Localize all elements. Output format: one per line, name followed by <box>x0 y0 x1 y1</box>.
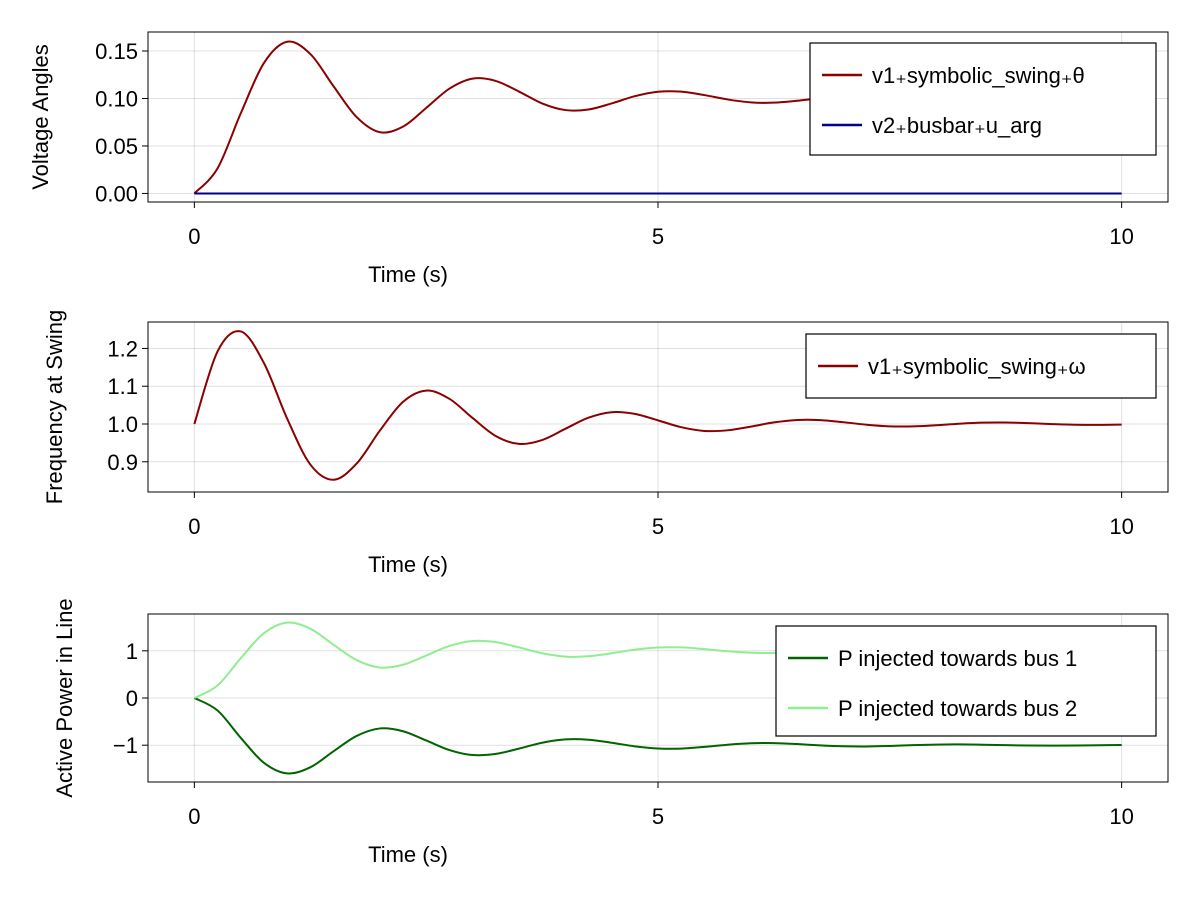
x-axis-label: Time (s) <box>368 552 448 577</box>
x-tick-label: 5 <box>652 804 664 829</box>
x-tick-label: 5 <box>652 224 664 249</box>
legend-label: P injected towards bus 1 <box>838 646 1077 671</box>
y-tick-label: 0.10 <box>95 86 138 111</box>
x-axis-label: Time (s) <box>368 262 448 287</box>
y-tick-label: 1.1 <box>107 374 138 399</box>
y-axis-label: Active Power in Line <box>52 598 77 797</box>
x-tick-label: 0 <box>188 804 200 829</box>
y-tick-label: 0.00 <box>95 181 138 206</box>
y-tick-label: 0.05 <box>95 134 138 159</box>
series-line-1 <box>193 697 1122 775</box>
chart-panel-1: 0 5 10 0.00 0.05 0.10 0.15 Time (s) Voltage Angl… <box>28 31 1169 287</box>
y-tick-label: 1 <box>126 639 138 664</box>
legend-label: P injected towards bus 2 <box>838 696 1077 721</box>
legend: v1₊symbolic_swing₊ω <box>805 333 1157 399</box>
y-tick-label: 1.0 <box>107 412 138 437</box>
chart-panel-3: 0 5 10 −1 0 1 Time (s) Active Power in Line P in… <box>52 598 1169 867</box>
chart-panel-2: 0 5 10 0.9 1.0 1.1 1.2 Time (s) Frequency at Swi… <box>42 310 1169 577</box>
x-tick-label: 10 <box>1109 514 1133 539</box>
y-tick-label: −1 <box>113 733 138 758</box>
legend-box <box>809 42 1157 156</box>
x-axis-label: Time (s) <box>368 842 448 867</box>
y-tick-label: 0 <box>126 686 138 711</box>
series-line-1 <box>193 330 1122 481</box>
x-tick-label: 0 <box>188 224 200 249</box>
x-tick-label: 5 <box>652 514 664 539</box>
legend-label: v1₊symbolic_swing₊θ <box>872 63 1085 88</box>
y-tick-label: 0.15 <box>95 39 138 64</box>
legend-label: v2₊busbar₊u_arg <box>872 113 1042 138</box>
y-tick-label: 1.2 <box>107 336 138 361</box>
legend-box <box>775 625 1157 737</box>
y-tick-label: 0.9 <box>107 450 138 475</box>
x-tick-label: 0 <box>188 514 200 539</box>
x-tick-label: 10 <box>1109 804 1133 829</box>
x-tick-label: 10 <box>1109 224 1133 249</box>
y-axis-label: Frequency at Swing <box>42 310 67 504</box>
y-axis-label: Voltage Angles <box>28 44 53 190</box>
legend-box <box>805 333 1157 399</box>
legend: P injected towards bus 1 P injected towar… <box>775 625 1157 737</box>
legend: v1₊symbolic_swing₊θ v2₊busbar₊u_arg <box>809 42 1157 156</box>
legend-label: v1₊symbolic_swing₊ω <box>868 354 1086 379</box>
